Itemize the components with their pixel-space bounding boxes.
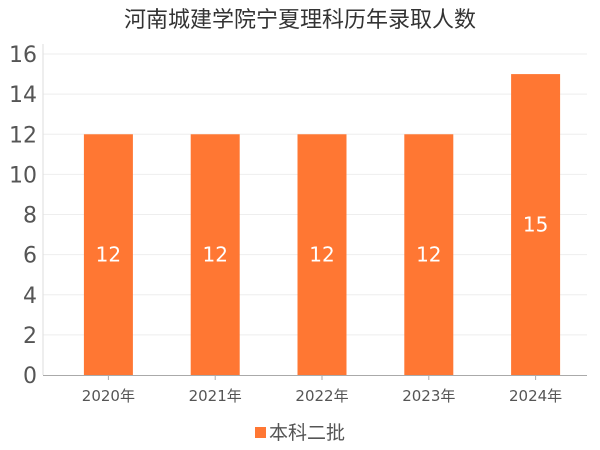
data-label: 12 <box>202 243 227 267</box>
legend[interactable]: 本科二批 <box>0 418 600 445</box>
bar <box>83 134 133 375</box>
y-tick-label: 16 <box>9 43 37 68</box>
bar <box>404 134 454 375</box>
legend-swatch <box>254 427 266 438</box>
data-label: 15 <box>523 213 548 237</box>
y-tick-label: 10 <box>9 163 37 188</box>
x-tick-label: 2020年 <box>82 387 135 405</box>
data-label: 12 <box>96 243 121 267</box>
bar <box>297 134 347 375</box>
bar <box>190 134 240 375</box>
data-label: 12 <box>309 243 334 267</box>
y-tick-label: 12 <box>9 123 37 148</box>
y-tick-label: 4 <box>23 284 37 309</box>
x-tick-label: 2022年 <box>295 387 348 405</box>
y-tick-label: 6 <box>23 244 37 269</box>
x-tick-label: 2024年 <box>509 387 562 405</box>
y-tick-label: 14 <box>9 83 37 108</box>
x-tick-label: 2023年 <box>402 387 455 405</box>
legend-label: 本科二批 <box>268 422 345 444</box>
y-tick-label: 0 <box>23 364 37 389</box>
y-tick-label: 2 <box>23 324 37 349</box>
y-tick-label: 8 <box>23 204 37 229</box>
x-tick-label: 2021年 <box>189 387 242 405</box>
data-label: 12 <box>416 243 441 267</box>
bar <box>511 74 561 375</box>
chart-title: 河南城建学院宁夏理科历年录取人数 <box>123 8 476 33</box>
